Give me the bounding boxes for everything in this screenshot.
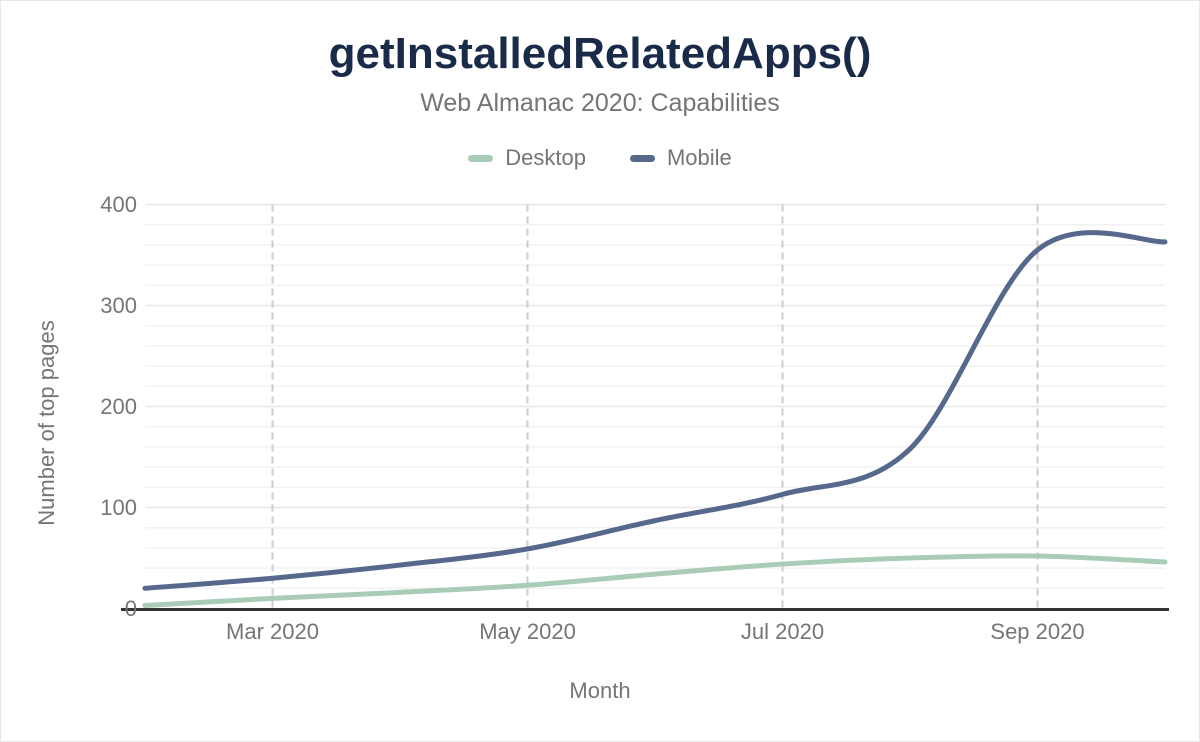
x-tick-label: Sep 2020 — [990, 619, 1085, 644]
mobile-line — [142, 230, 1168, 591]
x-tick-label: Jul 2020 — [740, 619, 825, 644]
legend-label-desktop: Desktop — [505, 145, 586, 170]
desktop-line — [142, 553, 1168, 608]
y-tick-label: 200 — [100, 393, 137, 419]
mobile-series-swatch — [629, 154, 655, 162]
legend-item-desktop[interactable]: Desktop — [468, 145, 586, 171]
x-axis-title: Month — [569, 678, 631, 703]
x-tick-label: Mar 2020 — [226, 619, 319, 644]
legend-label-mobile: Mobile — [666, 145, 732, 170]
legend: Desktop Mobile — [1, 145, 1199, 171]
legend-item-mobile[interactable]: Mobile — [629, 145, 732, 171]
chart-subtitle: Web Almanac 2020: Capabilities — [420, 89, 780, 117]
y-tick-label: 100 — [100, 494, 137, 520]
x-tick-label: May 2020 — [479, 619, 576, 644]
y-tick-label: 300 — [100, 292, 137, 318]
y-tick-label: 0 — [124, 595, 137, 621]
y-tick-label: 400 — [100, 191, 137, 217]
desktop-series-swatch — [468, 154, 494, 162]
chart-title: getInstalledRelatedApps() — [328, 29, 872, 78]
